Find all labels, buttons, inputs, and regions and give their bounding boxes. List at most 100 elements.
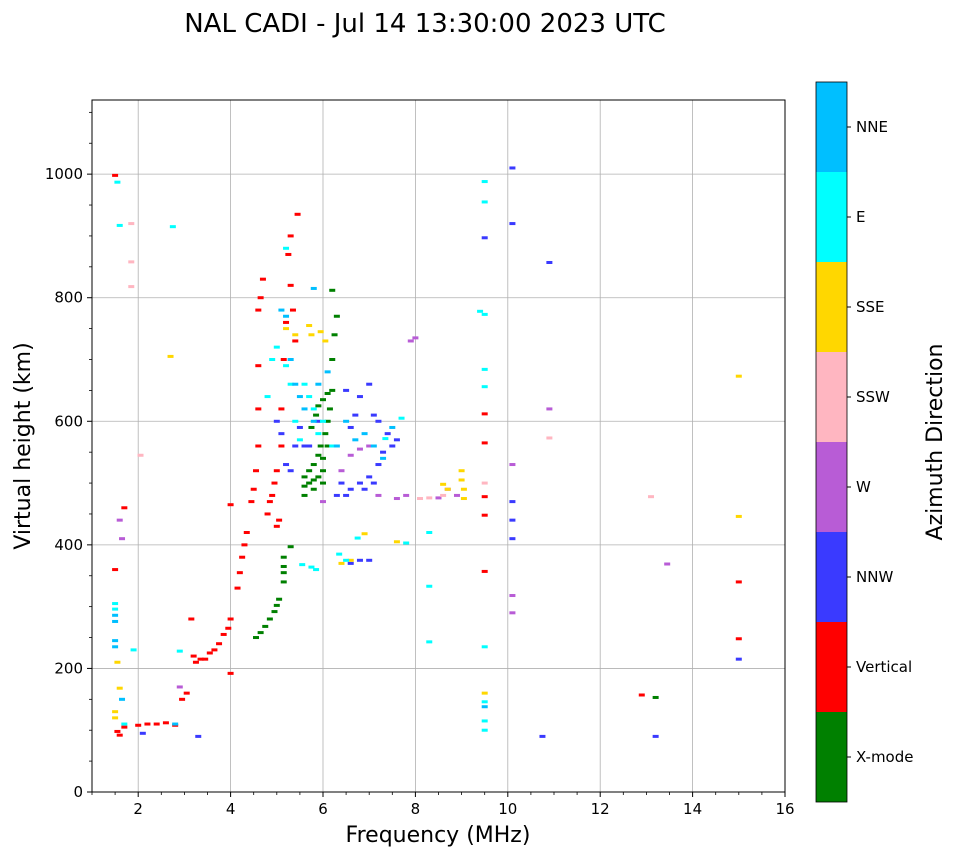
data-point-e	[130, 648, 137, 652]
colorbar-label-x-mode: X-mode	[856, 748, 913, 766]
data-point-vertical	[269, 493, 276, 497]
data-point-e	[329, 444, 336, 448]
data-point-nne	[296, 395, 303, 399]
data-point-vertical	[135, 723, 142, 727]
data-point-x-mode	[320, 481, 326, 485]
data-point-e	[283, 364, 290, 368]
data-point-vertical	[234, 586, 241, 590]
data-point-ssw	[128, 260, 135, 264]
data-point-e	[273, 345, 280, 349]
data-point-sse	[347, 558, 354, 562]
data-point-nne	[361, 432, 368, 436]
data-point-sse	[458, 469, 465, 473]
data-point-x-mode	[324, 444, 331, 448]
data-point-vertical	[264, 512, 271, 516]
data-point-sse	[735, 374, 742, 378]
data-point-nnw	[347, 487, 354, 491]
colorbar-swatch-w	[816, 442, 847, 532]
data-point-vertical	[285, 252, 292, 256]
data-point-sse	[460, 487, 467, 491]
data-point-nnw	[389, 444, 396, 448]
data-point-sse	[440, 482, 447, 486]
data-point-nne	[112, 645, 119, 649]
data-point-vertical	[183, 691, 190, 695]
data-point-e	[121, 722, 128, 726]
data-point-nnw	[356, 558, 363, 562]
data-point-nnw	[301, 444, 308, 448]
data-point-x-mode	[315, 404, 322, 408]
data-point-nnw	[509, 166, 516, 170]
data-point-sse	[116, 686, 123, 690]
data-point-vertical	[206, 651, 213, 655]
data-point-x-mode	[310, 463, 317, 467]
data-point-x-mode	[301, 475, 308, 479]
data-point-vertical	[481, 412, 488, 416]
data-point-sse	[444, 487, 451, 491]
colorbar-swatch-vertical	[816, 622, 847, 712]
data-point-vertical	[211, 648, 218, 652]
data-point-w	[509, 594, 516, 598]
data-point-vertical	[287, 234, 294, 238]
data-point-e	[426, 531, 433, 534]
data-point-ssw	[440, 493, 447, 497]
data-point-x-mode	[331, 333, 338, 337]
data-point-x-mode	[306, 469, 313, 473]
data-point-nnw	[347, 561, 354, 565]
data-point-nne	[112, 613, 119, 617]
data-point-e	[264, 395, 271, 399]
data-point-nnw	[292, 444, 299, 448]
data-point-e	[269, 358, 276, 361]
data-point-w	[453, 493, 460, 497]
data-point-vertical	[292, 339, 299, 343]
data-point-w	[509, 611, 516, 615]
data-point-e	[114, 180, 121, 184]
data-point-vertical	[121, 725, 128, 729]
data-point-sse	[112, 710, 119, 714]
data-point-vertical	[638, 693, 645, 697]
data-point-w	[320, 500, 326, 504]
data-point-nnw	[380, 450, 387, 454]
grid-layer	[92, 100, 786, 793]
data-point-sse	[393, 540, 400, 544]
data-point-sse	[308, 333, 315, 337]
data-point-e	[481, 367, 488, 371]
data-point-vertical	[116, 733, 123, 737]
data-point-w	[176, 685, 183, 689]
data-point-vertical	[481, 441, 488, 445]
data-point-e	[296, 438, 303, 442]
data-point-vertical	[481, 569, 488, 573]
data-point-vertical	[188, 617, 195, 621]
data-point-e	[481, 385, 488, 389]
axes-layer: 2 4 6 8 10 12 14 16 0 200 400 600 800 1000	[45, 111, 795, 818]
data-point-vertical	[236, 571, 243, 575]
data-point-nne	[292, 382, 299, 386]
data-point-e	[308, 565, 315, 569]
data-point-vertical	[225, 626, 232, 630]
data-point-e	[426, 584, 433, 588]
data-point-x-mode	[280, 571, 287, 575]
data-point-nne	[301, 407, 308, 411]
x-tick-label: 16	[775, 800, 794, 818]
data-point-vertical	[735, 580, 742, 584]
data-point-sse	[735, 514, 742, 518]
colorbar-label-nnw: NNW	[856, 568, 893, 586]
data-point-x-mode	[322, 432, 329, 436]
data-point-sse	[317, 330, 324, 334]
data-point-e	[292, 419, 299, 423]
data-point-nnw	[539, 734, 546, 738]
data-point-nnw	[356, 395, 363, 399]
data-point-nnw	[370, 413, 377, 417]
data-point-vertical	[294, 212, 301, 216]
data-point-ssw	[648, 495, 655, 499]
data-point-nne	[112, 639, 119, 643]
data-point-nnw	[347, 425, 354, 429]
data-point-x-mode	[317, 444, 324, 448]
data-point-w	[356, 447, 363, 451]
data-point-vertical	[735, 637, 742, 641]
data-point-e	[481, 200, 488, 204]
data-point-nnw	[283, 463, 290, 467]
data-point-nne	[324, 370, 331, 374]
colorbar-label-vertical: Vertical	[856, 658, 912, 676]
data-point-x-mode	[320, 456, 326, 460]
